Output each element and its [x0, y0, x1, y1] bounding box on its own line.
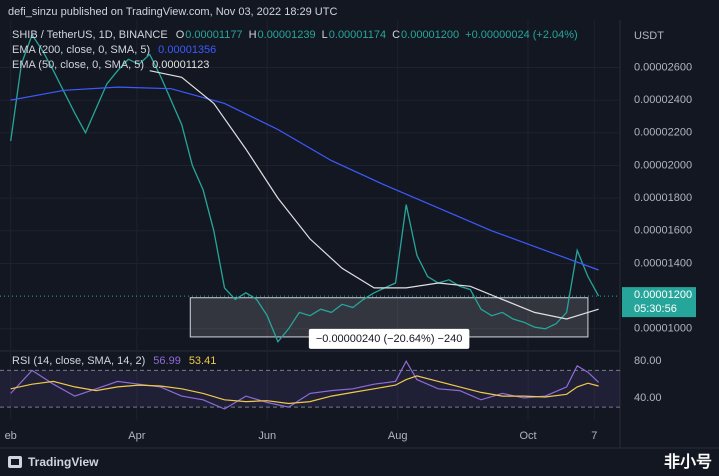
measure-label-bg	[308, 328, 470, 349]
legend-value: 0.00001123	[152, 59, 209, 71]
legend-ohlc-value: 0.00001200	[401, 29, 459, 41]
legend-value: 53.41	[189, 355, 217, 367]
y-tick-label: 0.00002600	[634, 61, 692, 73]
x-tick-label: 7	[591, 430, 597, 442]
legend-ohlc-value: 0.00001239	[258, 29, 316, 41]
legend-name: EMA (50, close, 0, SMA, 5)	[12, 59, 144, 71]
y-tick-label: 80.00	[634, 355, 662, 367]
legend-ohlc-label: H	[249, 29, 257, 41]
y-tick-label: 40.00	[634, 392, 662, 404]
y-tick-label: 0.00001400	[634, 257, 692, 269]
series-line	[149, 70, 599, 320]
axis-unit: USDT	[634, 30, 664, 42]
y-tick-label: 0.00002400	[634, 94, 692, 106]
legend-ohlc-value: 0.00001174	[329, 29, 386, 41]
legend-title: RSI (14, close, SMA, 14, 2)	[12, 355, 145, 367]
price-label-bg	[622, 287, 696, 318]
legend-ohlc-label: L	[322, 29, 328, 41]
x-tick-label: Oct	[520, 430, 537, 442]
x-tick-label: eb	[5, 430, 17, 442]
legend-value: 56.99	[153, 355, 181, 367]
y-tick-label: 0.00001600	[634, 225, 692, 237]
price-label: 0.00001200	[634, 289, 692, 301]
brand-logo	[8, 456, 22, 468]
measure-label: −0.00000240 (−20.64%) −240	[316, 333, 463, 345]
legend-ohlc-label: C	[392, 29, 400, 41]
countdown: 05:30:56	[634, 303, 677, 315]
footer-brand: TradingView	[28, 455, 99, 469]
legend-change: +0.00000024 (+2.04%)	[465, 29, 578, 41]
series-line	[10, 359, 600, 410]
x-tick-label: Apr	[128, 430, 145, 442]
legend-value: 0.00001356	[158, 44, 216, 56]
series-line	[10, 86, 599, 271]
header-title: defi_sinzu published on TradingView.com,…	[8, 6, 337, 18]
y-tick-label: 0.00002000	[634, 159, 692, 171]
x-tick-label: Aug	[388, 430, 408, 442]
legend-name: EMA (200, close, 0, SMA, 5)	[12, 44, 150, 56]
legend-symbol: SHIB / TetherUS, 1D, BINANCE	[12, 29, 168, 41]
legend-ohlc-label: O	[176, 29, 185, 41]
watermark: 非小号	[664, 452, 712, 471]
series-line	[10, 33, 600, 344]
y-tick-label: 0.00001800	[634, 192, 692, 204]
y-tick-label: 0.00001000	[634, 323, 692, 335]
legend-ohlc-value: 0.00001177	[185, 29, 242, 41]
series-line	[10, 375, 599, 405]
x-tick-label: Jun	[258, 430, 276, 442]
y-tick-label: 0.00002200	[634, 127, 692, 139]
